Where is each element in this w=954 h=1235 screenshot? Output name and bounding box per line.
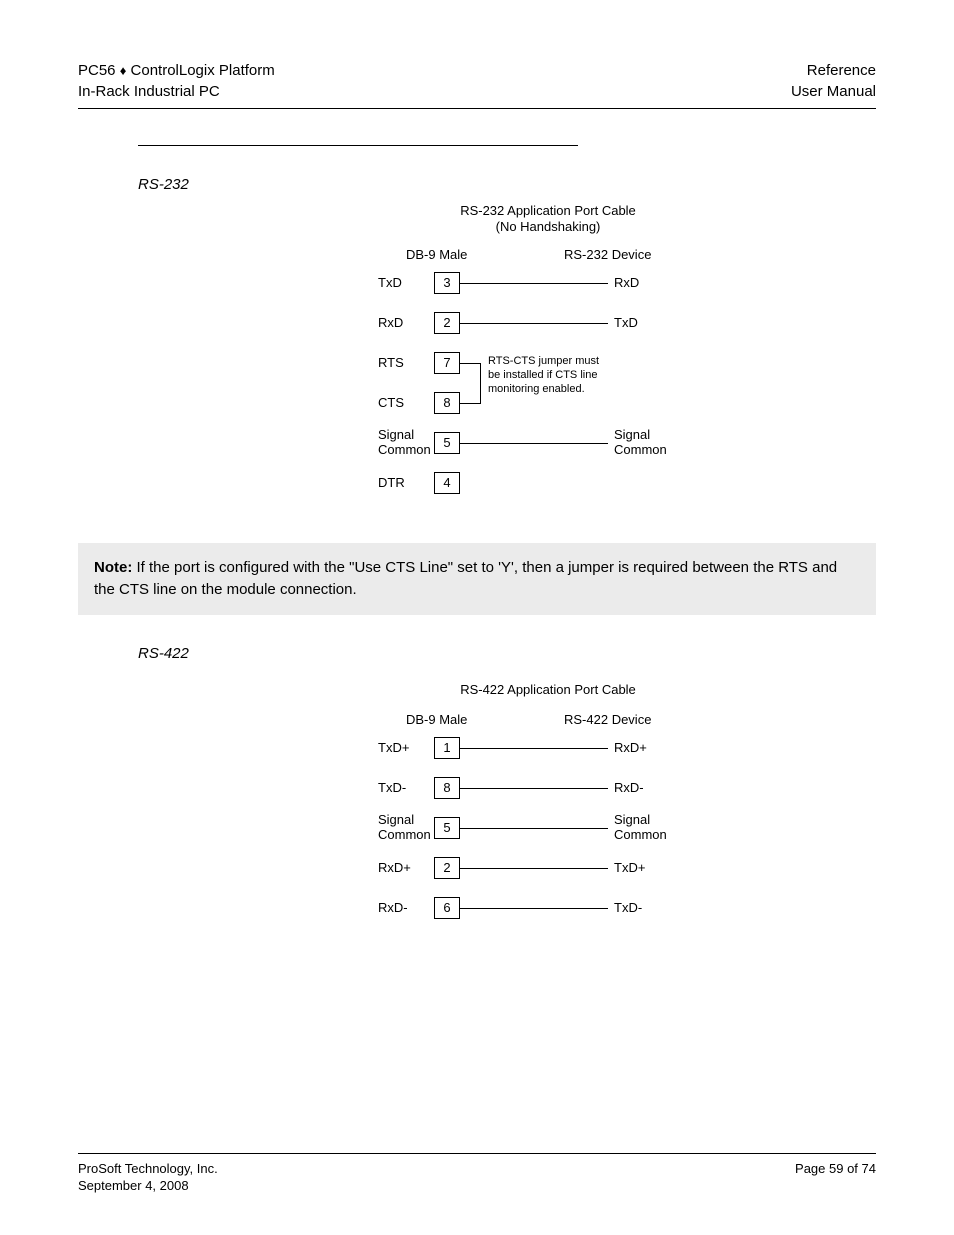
note-callout: Note: If the port is configured with the… [78,543,876,615]
rs422-pin: 6 [434,897,460,919]
footer-right: Page 59 of 74 [795,1160,876,1195]
rs422-wire [460,868,608,869]
rs232-wire [460,323,608,324]
rs232-title-line2: (No Handshaking) [378,219,718,234]
rs422-pin: 5 [434,817,460,839]
heading-rs422: RS-422 [138,645,876,662]
rs422-right-label: TxD+ [614,860,645,875]
rs232-left-label: Signal Common [378,427,431,457]
header-product: PC56 [78,62,116,79]
section-divider [138,145,578,146]
footer-page: Page 59 of 74 [795,1160,876,1178]
footer-date: September 4, 2008 [78,1177,218,1195]
rs232-right-header: RS-232 Device [564,247,651,262]
header-sep-icon: ♦ [120,63,127,78]
rs422-left-label: TxD+ [378,740,409,755]
rs422-pin: 1 [434,737,460,759]
rs232-jumper-stub [460,363,480,364]
rs232-pin: 3 [434,272,460,294]
header-left: PC56 ♦ ControlLogix Platform In-Rack Ind… [78,60,275,102]
rs232-wire [460,283,608,284]
rs422-left-header: DB-9 Male [406,712,467,727]
header-subtitle-left: In-Rack Industrial PC [78,81,275,102]
rs422-pin: 8 [434,777,460,799]
page-footer: ProSoft Technology, Inc. September 4, 20… [78,1153,876,1195]
header-doc-type: User Manual [791,81,876,102]
rs232-right-label: RxD [614,275,639,290]
rs422-right-label: TxD- [614,900,642,915]
rs422-wire [460,788,608,789]
footer-company: ProSoft Technology, Inc. [78,1160,218,1178]
rs232-jumper-vertical [480,363,481,404]
diagram-rs422: RS-422 Application Port Cable DB-9 Male RS… [378,682,718,942]
rs232-pin: 8 [434,392,460,414]
rs422-wire [460,828,608,829]
rs422-left-label: Signal Common [378,812,431,842]
header-right: Reference User Manual [791,60,876,102]
rs232-jumper-note: RTS-CTS jumper must be installed if CTS … [488,355,618,396]
rs232-right-label: TxD [614,315,638,330]
rs232-right-label: Signal Common [614,427,667,457]
header-platform: ControlLogix Platform [131,62,275,79]
rs422-left-label: RxD+ [378,860,411,875]
rs232-left-header: DB-9 Male [406,247,467,262]
note-lead: Note: [94,559,132,576]
rs422-right-header: RS-422 Device [564,712,651,727]
diagram-rs232: RS-232 Application Port Cable(No Handsha… [378,203,718,513]
rs422-left-label: RxD- [378,900,408,915]
rs422-wire [460,908,608,909]
rs232-pin: 5 [434,432,460,454]
rs232-left-label: RTS [378,355,404,370]
heading-rs232: RS-232 [138,176,876,193]
rs422-title: RS-422 Application Port Cable [378,682,718,697]
rs422-pin: 2 [434,857,460,879]
note-text: If the port is configured with the "Use … [94,559,837,598]
rs232-wire [460,443,608,444]
rs232-left-label: TxD [378,275,402,290]
rs232-left-label: DTR [378,475,405,490]
rs232-jumper-stub [460,403,480,404]
rs422-wire [460,748,608,749]
page-header: PC56 ♦ ControlLogix Platform In-Rack Ind… [78,60,876,109]
footer-left: ProSoft Technology, Inc. September 4, 20… [78,1160,218,1195]
header-section: Reference [791,60,876,81]
rs232-left-label: RxD [378,315,403,330]
rs422-left-label: TxD- [378,780,406,795]
rs232-pin: 4 [434,472,460,494]
rs422-right-label: RxD- [614,780,644,795]
rs232-pin: 2 [434,312,460,334]
rs232-pin: 7 [434,352,460,374]
rs422-right-label: RxD+ [614,740,647,755]
rs232-left-label: CTS [378,395,404,410]
rs232-title-line1: RS-232 Application Port Cable [378,203,718,218]
rs422-right-label: Signal Common [614,812,667,842]
